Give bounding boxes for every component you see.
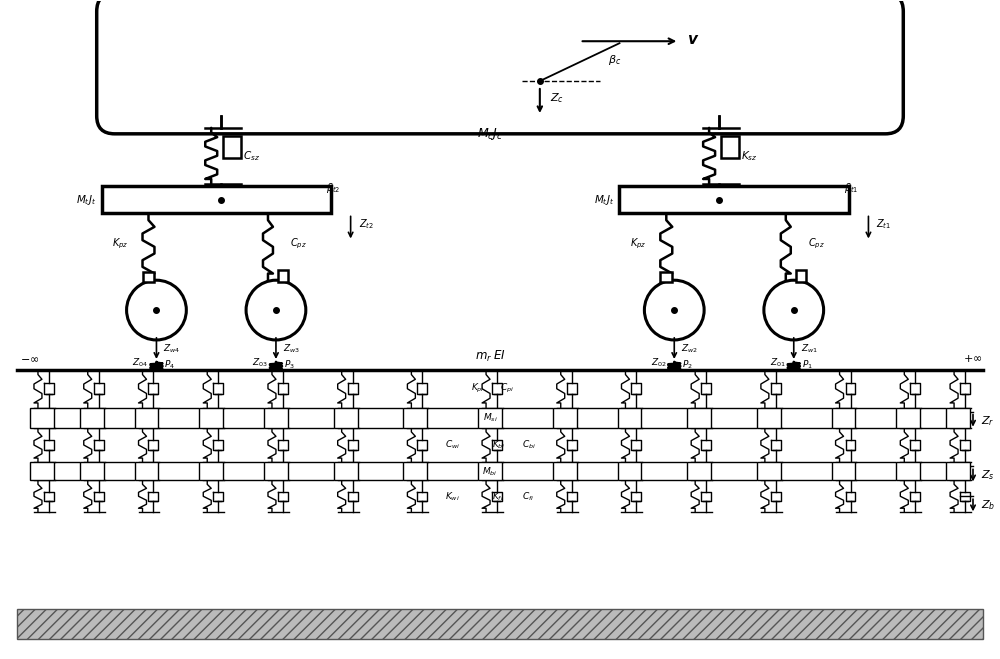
Text: $\boldsymbol{v}$: $\boldsymbol{v}$ bbox=[687, 32, 700, 47]
Text: $K_{wi}$: $K_{wi}$ bbox=[445, 490, 460, 503]
Bar bbox=[757, 408, 781, 428]
Text: $P_2$: $P_2$ bbox=[682, 359, 693, 371]
Bar bbox=[264, 463, 288, 480]
Bar bbox=[264, 408, 288, 428]
Text: $Z_b$: $Z_b$ bbox=[981, 498, 995, 512]
Text: $-\infty$: $-\infty$ bbox=[20, 354, 39, 364]
Text: $Z_{w3}$: $Z_{w3}$ bbox=[283, 343, 300, 355]
Text: $K_{pz}$: $K_{pz}$ bbox=[630, 237, 646, 251]
Bar bbox=[278, 270, 288, 282]
Text: $\beta_{t1}$: $\beta_{t1}$ bbox=[844, 181, 858, 194]
Bar bbox=[478, 463, 502, 480]
Text: $M_t J_t$: $M_t J_t$ bbox=[76, 192, 97, 206]
Bar bbox=[896, 463, 920, 480]
Text: $Z_{03}$: $Z_{03}$ bbox=[252, 357, 268, 369]
Bar bbox=[553, 463, 577, 480]
Bar bbox=[135, 463, 158, 480]
Bar bbox=[80, 408, 104, 428]
Text: $Z_{04}$: $Z_{04}$ bbox=[132, 357, 148, 369]
Bar bbox=[17, 609, 983, 639]
Text: $Z_{02}$: $Z_{02}$ bbox=[651, 357, 666, 369]
Text: $M_c J_c$: $M_c J_c$ bbox=[477, 126, 503, 142]
Bar bbox=[80, 463, 104, 480]
Bar bbox=[334, 463, 358, 480]
Text: $P_1$: $P_1$ bbox=[802, 359, 813, 371]
Text: $M_t J_t$: $M_t J_t$ bbox=[594, 192, 615, 206]
Bar bbox=[403, 408, 427, 428]
Bar bbox=[757, 463, 781, 480]
Bar bbox=[721, 136, 739, 158]
Bar bbox=[30, 408, 54, 428]
Text: $C_{pz}$: $C_{pz}$ bbox=[808, 237, 825, 251]
Text: $Z_{t1}$: $Z_{t1}$ bbox=[876, 217, 892, 231]
Bar bbox=[135, 408, 158, 428]
Bar bbox=[832, 463, 855, 480]
Text: $m_r\; EI$: $m_r\; EI$ bbox=[475, 349, 506, 364]
Text: $Z_{w1}$: $Z_{w1}$ bbox=[801, 343, 818, 355]
Text: $C_{wi}$: $C_{wi}$ bbox=[445, 439, 460, 451]
Text: $M_{bi}$: $M_{bi}$ bbox=[482, 465, 498, 478]
Text: $Z_s$: $Z_s$ bbox=[981, 469, 995, 482]
Text: $K_{bi}$: $K_{bi}$ bbox=[492, 439, 506, 451]
Text: $Z_{t2}$: $Z_{t2}$ bbox=[359, 217, 374, 231]
Bar bbox=[143, 272, 154, 282]
Text: $C_{pi}$: $C_{pi}$ bbox=[500, 382, 514, 395]
Text: $M_{si}$: $M_{si}$ bbox=[483, 411, 497, 424]
Text: $K_{sz}$: $K_{sz}$ bbox=[741, 149, 758, 163]
Bar bbox=[687, 408, 711, 428]
Text: $K_{fi}$: $K_{fi}$ bbox=[492, 490, 504, 503]
Text: $C_{fi}$: $C_{fi}$ bbox=[522, 490, 534, 503]
Bar bbox=[199, 408, 223, 428]
Bar bbox=[618, 463, 641, 480]
Bar bbox=[896, 408, 920, 428]
Bar bbox=[660, 272, 672, 282]
Bar bbox=[553, 408, 577, 428]
Text: $C_{sz}$: $C_{sz}$ bbox=[243, 149, 260, 163]
Text: $Z_{w2}$: $Z_{w2}$ bbox=[681, 343, 698, 355]
Text: $P_4$: $P_4$ bbox=[164, 359, 175, 371]
Bar bbox=[946, 408, 970, 428]
Bar bbox=[832, 408, 855, 428]
Bar bbox=[223, 136, 241, 158]
Bar bbox=[946, 463, 970, 480]
Text: $C_{bi}$: $C_{bi}$ bbox=[522, 439, 536, 451]
Bar bbox=[478, 408, 502, 428]
Bar bbox=[30, 463, 54, 480]
Bar bbox=[619, 186, 849, 214]
Text: $K_{pz}$: $K_{pz}$ bbox=[112, 237, 129, 251]
Text: $+\infty$: $+\infty$ bbox=[963, 353, 982, 364]
Text: $Z_{w4}$: $Z_{w4}$ bbox=[163, 343, 181, 355]
Bar bbox=[796, 270, 806, 282]
Text: $\beta_c$: $\beta_c$ bbox=[608, 53, 621, 67]
Text: $K_{pi}$: $K_{pi}$ bbox=[471, 382, 485, 395]
Text: $C_{pz}$: $C_{pz}$ bbox=[290, 237, 307, 251]
Text: $Z_{01}$: $Z_{01}$ bbox=[770, 357, 786, 369]
Text: $P_3$: $P_3$ bbox=[284, 359, 295, 371]
Bar bbox=[334, 408, 358, 428]
Bar bbox=[102, 186, 331, 214]
Bar bbox=[199, 463, 223, 480]
Text: $Z_c$: $Z_c$ bbox=[550, 91, 564, 105]
Bar bbox=[403, 463, 427, 480]
Text: $\beta_{t2}$: $\beta_{t2}$ bbox=[326, 181, 340, 194]
Bar bbox=[687, 463, 711, 480]
FancyBboxPatch shape bbox=[97, 0, 903, 134]
Bar bbox=[618, 408, 641, 428]
Text: $Z_r$: $Z_r$ bbox=[981, 414, 994, 428]
